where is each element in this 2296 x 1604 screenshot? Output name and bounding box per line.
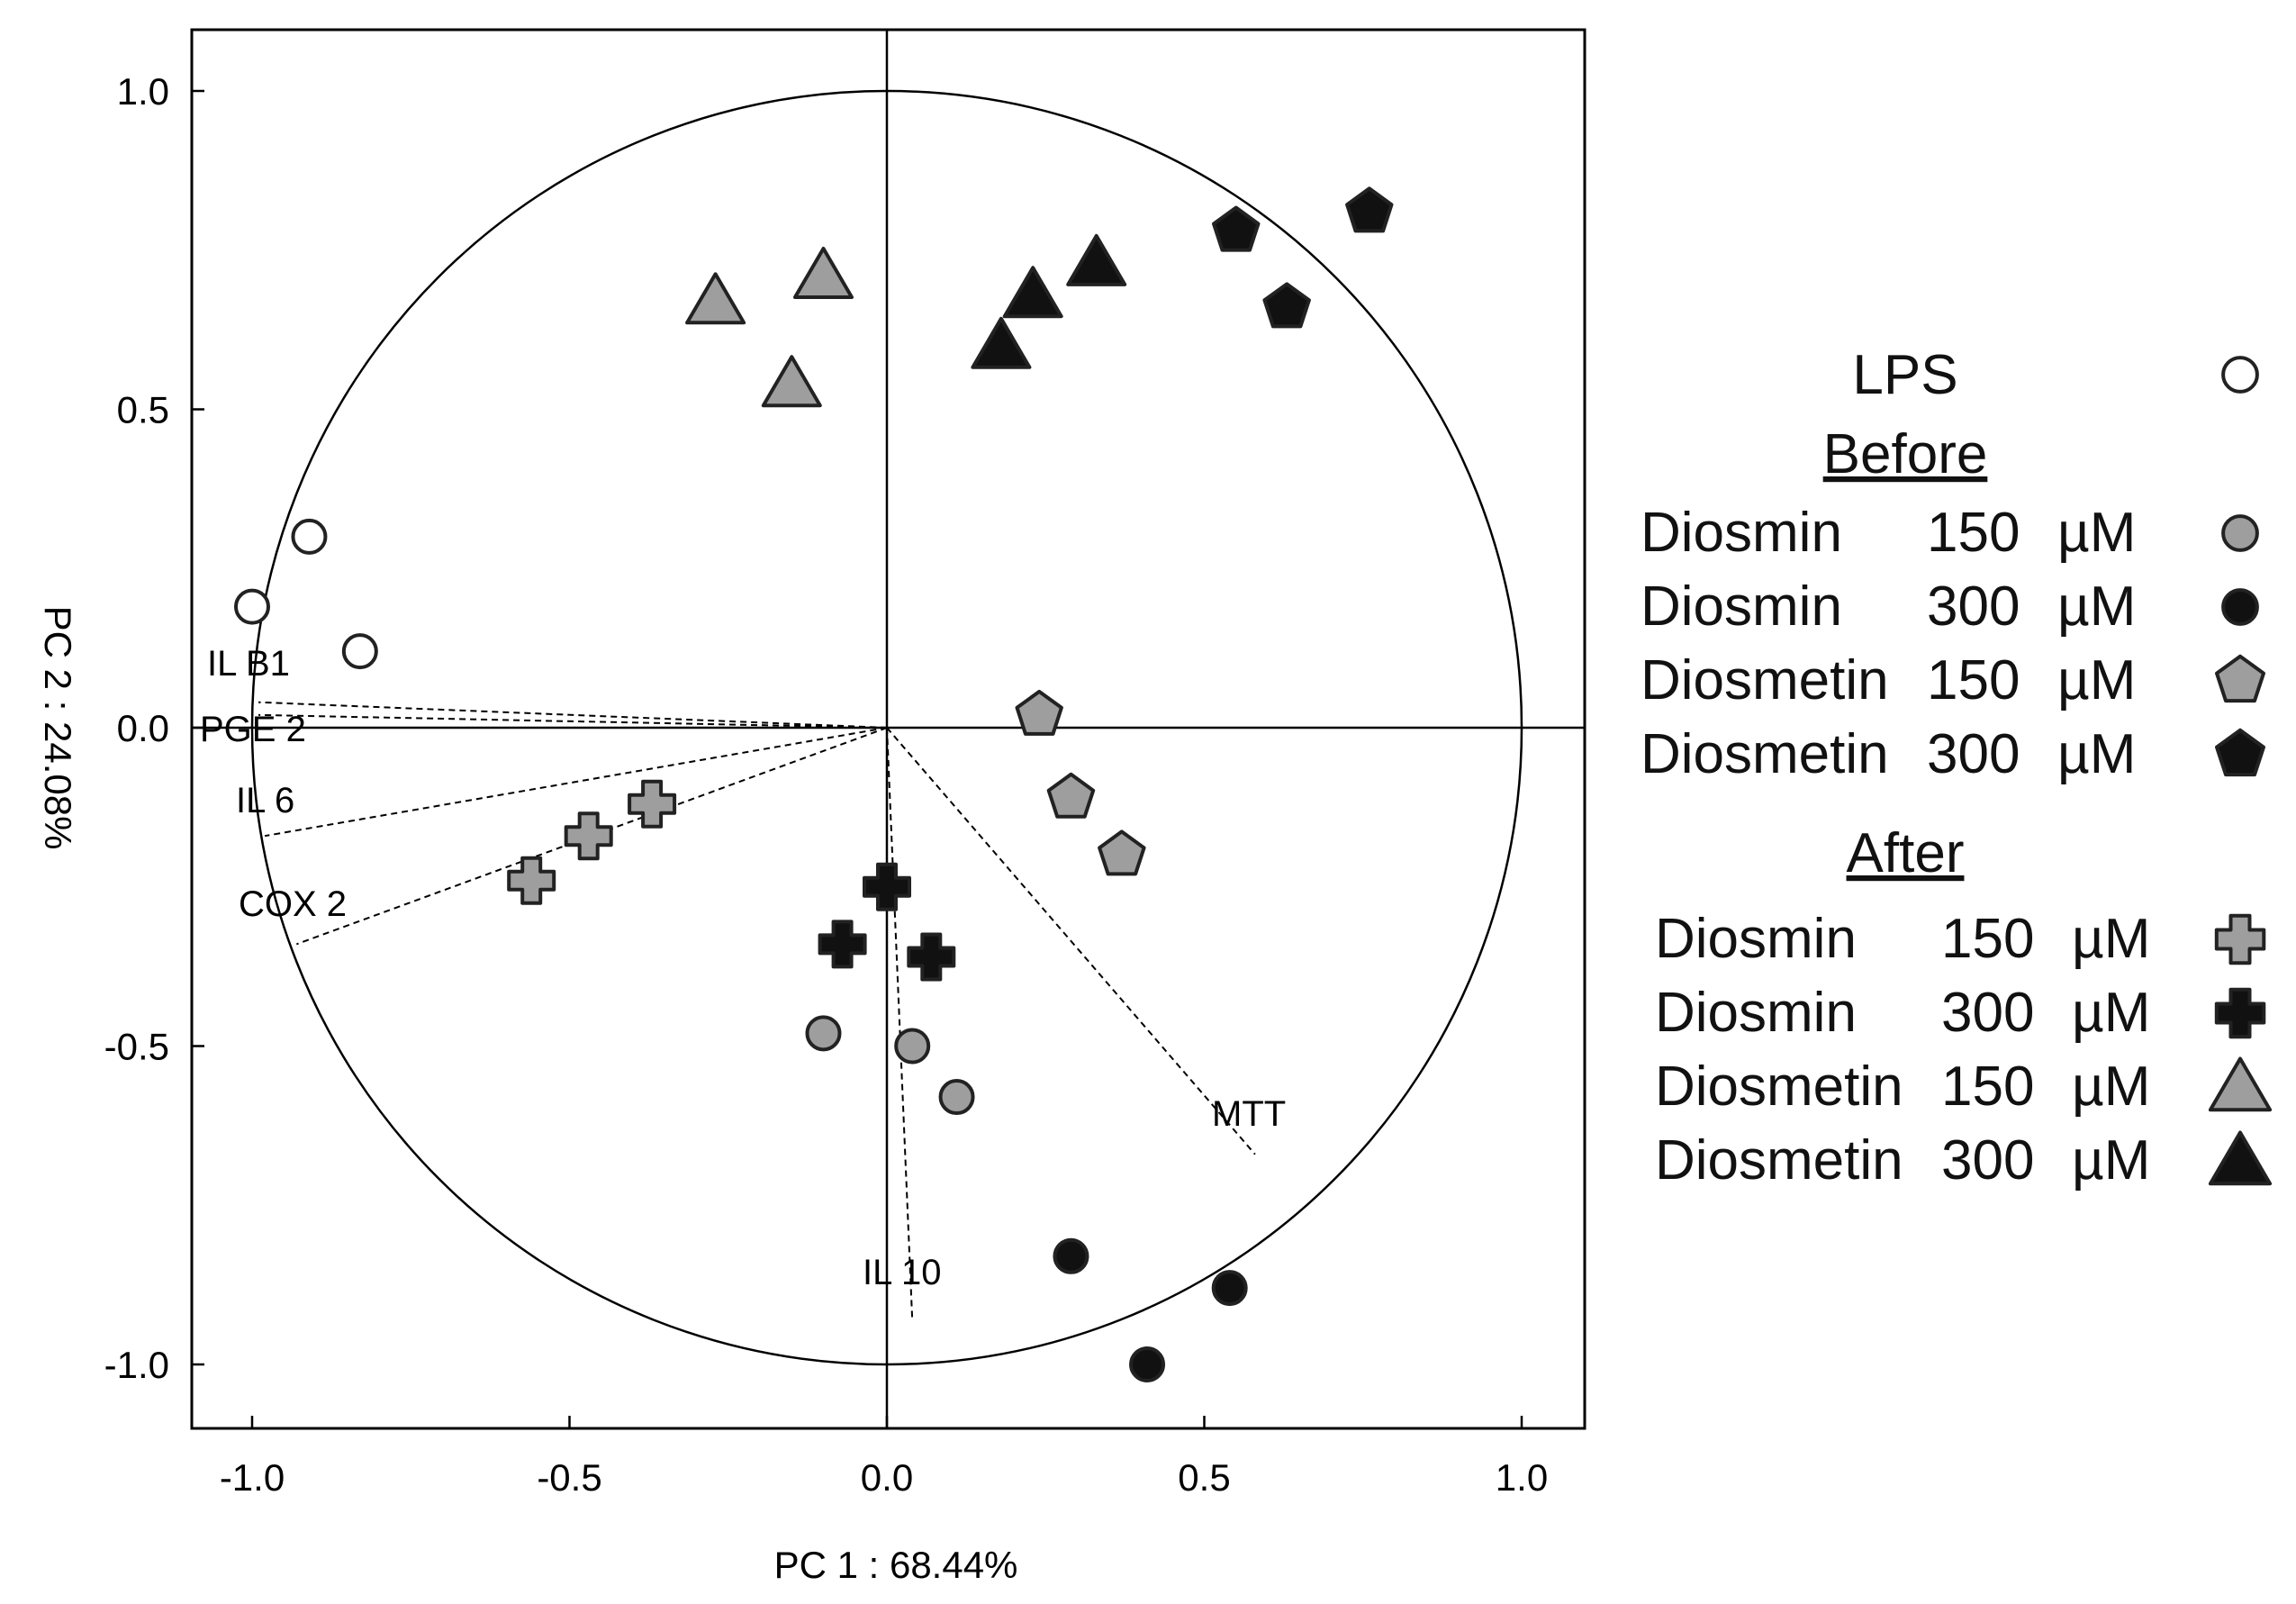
point-before-diosmetin-300-m [1262, 282, 1311, 329]
point-before-diosmin-150-m [805, 1015, 842, 1052]
y-tick-label: -0.5 [104, 1026, 169, 1068]
loading-vector-label: IL B1 [207, 644, 290, 684]
y-tick-label: 0.0 [117, 707, 169, 749]
legend-entry-label: Diosmin 300 µM [1641, 575, 2136, 638]
legend-entry-marker [2215, 728, 2265, 777]
y-tick-label: -1.0 [104, 1344, 169, 1386]
legend-entry-label: Diosmin 300 µM [1655, 982, 2150, 1044]
loading-vector [264, 727, 888, 838]
legend-entry-marker [2214, 987, 2266, 1039]
legend-entry-label: Diosmin 150 µM [1655, 908, 2150, 970]
loading-vectors: IL B1 PGE 2 IL 6 COX 2 MTT IL 10 [200, 644, 1286, 1320]
loading-vector-label: COX 2 [239, 884, 347, 924]
legend-entry-label: Diosmetin 150 µM [1655, 1056, 2150, 1118]
point-after-diosmin-300-m [818, 920, 867, 969]
loading-vector-label: IL 10 [863, 1253, 941, 1292]
x-tick-label: 0.5 [1178, 1456, 1230, 1499]
point-after-diosmetin-300-m [1002, 266, 1063, 319]
legend-lps-label: LPS [1852, 344, 1957, 406]
axis-ticks: -1.0 -0.5 0.0 0.5 1.0 -1.0 -0.5 0.0 0.5 1.0 [104, 70, 1549, 1499]
legend-entry-label: Diosmetin 150 µM [1641, 649, 2136, 711]
legend-entry-label: Diosmetin 300 µM [1641, 723, 2136, 785]
point-lps [291, 518, 328, 555]
legend-before-heading: Before [1823, 423, 1988, 485]
loading-vector [886, 727, 914, 1320]
loading-vector-label: IL 6 [236, 781, 294, 820]
plot-frame [190, 28, 1586, 1430]
point-after-diosmin-150-m [564, 811, 613, 861]
loading-vector-label: MTT [1212, 1094, 1286, 1134]
loading-vector [258, 713, 888, 729]
y-tick-label: 0.5 [117, 389, 169, 431]
point-lps [341, 633, 378, 670]
legend-lps-marker [2221, 356, 2259, 394]
point-before-diosmin-300-m [1211, 1270, 1248, 1307]
point-before-diosmin-150-m [894, 1028, 931, 1065]
x-tick-label: 0.0 [861, 1456, 913, 1499]
legend-entry-label: Diosmetin 300 µM [1655, 1129, 2150, 1192]
data-points [234, 186, 1394, 1382]
legend-entry-marker [2215, 654, 2265, 703]
point-after-diosmetin-150-m [793, 247, 854, 299]
point-lps [234, 588, 270, 625]
y-tick-label: 1.0 [117, 70, 169, 113]
loading-vector [886, 727, 1256, 1155]
point-after-diosmin-150-m [628, 779, 677, 829]
loading-vector [258, 701, 888, 729]
point-after-diosmetin-150-m [685, 272, 746, 325]
legend-entry-marker [2214, 913, 2266, 965]
point-before-diosmetin-150-m [1046, 772, 1096, 819]
point-after-diosmetin-300-m [971, 316, 1032, 369]
legend-entry-marker [2221, 514, 2259, 552]
point-after-diosmin-300-m [863, 862, 911, 911]
point-before-diosmetin-150-m [1015, 689, 1063, 736]
loading-vector-label: PGE 2 [200, 710, 306, 749]
legend: LPS Before After Diosmin 150 µM Diosmin 300 µ… [1641, 344, 2273, 1192]
y-axis-title: PC 2 : 24.08% [37, 606, 79, 850]
point-before-diosmin-300-m [1129, 1346, 1166, 1382]
legend-entry-marker [2208, 1130, 2273, 1186]
x-tick-label: 1.0 [1496, 1456, 1548, 1499]
point-after-diosmin-150-m [507, 856, 556, 905]
x-axis-title: PC 1 : 68.44% [774, 1544, 1018, 1586]
point-before-diosmetin-300-m [1212, 205, 1261, 252]
point-before-diosmetin-150-m [1098, 829, 1146, 876]
legend-entry-marker [2208, 1056, 2273, 1112]
point-after-diosmetin-150-m [761, 355, 822, 408]
point-before-diosmin-150-m [938, 1079, 975, 1116]
x-tick-label: -1.0 [220, 1456, 285, 1499]
legend-entry-label: Diosmin 150 µM [1641, 502, 2136, 564]
point-before-diosmetin-300-m [1345, 186, 1394, 233]
x-tick-label: -0.5 [537, 1456, 601, 1499]
point-before-diosmin-300-m [1053, 1237, 1089, 1274]
point-after-diosmetin-300-m [1066, 233, 1127, 286]
legend-entry-marker [2221, 588, 2259, 626]
point-after-diosmin-300-m [907, 932, 956, 982]
legend-after-heading: After [1847, 822, 1965, 884]
